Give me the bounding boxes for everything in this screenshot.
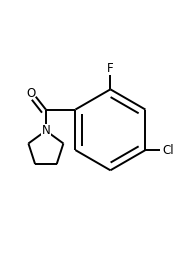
Text: N: N bbox=[42, 124, 50, 137]
Text: O: O bbox=[26, 87, 35, 100]
Text: F: F bbox=[107, 62, 114, 75]
Text: Cl: Cl bbox=[163, 144, 174, 156]
